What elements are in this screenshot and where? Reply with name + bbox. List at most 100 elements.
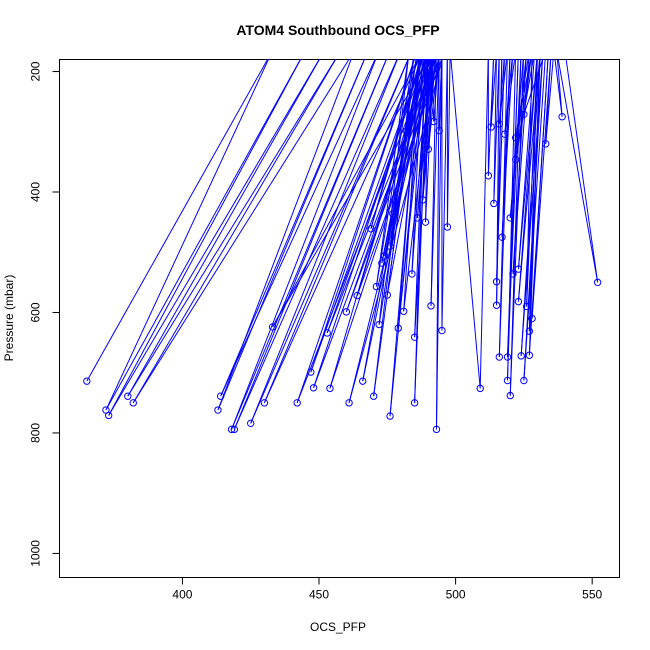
data-point bbox=[227, 425, 236, 434]
data-point bbox=[525, 351, 534, 359]
x-tick-label: 450 bbox=[309, 588, 329, 602]
data-point bbox=[520, 110, 528, 119]
data-point bbox=[293, 399, 301, 407]
series-segment bbox=[531, 59, 552, 319]
series-segment bbox=[370, 59, 419, 229]
x-axis-label: OCS_PFP bbox=[310, 620, 366, 634]
series-segment bbox=[446, 59, 451, 227]
data-point bbox=[558, 113, 566, 121]
series-segment bbox=[545, 59, 554, 144]
data-point bbox=[484, 172, 493, 180]
series-layer bbox=[83, 59, 602, 434]
series-segment bbox=[375, 59, 414, 287]
series-segment bbox=[523, 59, 532, 115]
data-point bbox=[503, 353, 512, 361]
series-segment bbox=[392, 59, 427, 214]
data-point bbox=[367, 225, 375, 233]
series-segment bbox=[556, 59, 563, 117]
series-segment bbox=[425, 59, 429, 223]
series-segment bbox=[378, 59, 409, 325]
data-point bbox=[413, 214, 422, 222]
series-segment bbox=[310, 59, 416, 373]
chart-title: ATOM4 Southbound OCS_PFP bbox=[236, 22, 439, 38]
series-segment bbox=[557, 59, 599, 283]
series-segment bbox=[507, 59, 522, 358]
data-point bbox=[495, 353, 504, 361]
series-segment bbox=[441, 59, 448, 331]
data-point bbox=[525, 327, 534, 335]
data-point bbox=[342, 308, 351, 316]
series-segment bbox=[108, 59, 302, 416]
series-segment bbox=[520, 59, 543, 356]
series-segment bbox=[433, 59, 440, 122]
data-point bbox=[509, 270, 517, 278]
y-tick-label: 600 bbox=[29, 302, 43, 322]
data-point bbox=[386, 242, 394, 250]
data-point bbox=[495, 120, 504, 128]
data-point bbox=[492, 278, 501, 286]
data-point bbox=[83, 377, 91, 385]
data-point bbox=[345, 399, 353, 407]
data-point bbox=[323, 329, 331, 337]
series-segment bbox=[515, 59, 531, 138]
data-point bbox=[410, 333, 419, 341]
data-point bbox=[129, 399, 137, 407]
data-point bbox=[542, 140, 550, 148]
data-point bbox=[435, 126, 443, 135]
data-point bbox=[517, 352, 525, 360]
x-tick-label: 500 bbox=[446, 588, 466, 602]
series-segment bbox=[392, 59, 417, 214]
data-point bbox=[383, 291, 392, 299]
series-segment bbox=[233, 59, 388, 430]
series-segment bbox=[220, 59, 366, 397]
data-point bbox=[372, 282, 381, 291]
data-point bbox=[593, 278, 602, 287]
data-point bbox=[487, 123, 495, 131]
data-point bbox=[307, 368, 315, 376]
y-tick-label: 1000 bbox=[29, 540, 43, 567]
series-segment bbox=[411, 59, 429, 274]
y-tick-label: 200 bbox=[29, 61, 43, 81]
data-point bbox=[506, 391, 514, 400]
series-segment bbox=[411, 59, 423, 274]
series-segment bbox=[231, 59, 377, 430]
series-segment bbox=[509, 59, 527, 218]
series-segment bbox=[430, 59, 435, 122]
y-tick-label: 800 bbox=[29, 423, 43, 443]
data-point bbox=[514, 265, 523, 273]
series-segment bbox=[427, 59, 439, 150]
series-segment bbox=[250, 59, 399, 424]
y-tick-label: 400 bbox=[29, 182, 43, 202]
data-point bbox=[421, 218, 430, 226]
series-segment bbox=[132, 59, 337, 404]
data-point bbox=[389, 209, 397, 218]
series-segment bbox=[397, 59, 428, 329]
data-point bbox=[386, 412, 394, 420]
y-axis-label: Pressure (mbar) bbox=[2, 275, 16, 362]
data-point bbox=[359, 377, 367, 385]
series-segment bbox=[526, 59, 533, 307]
series-segment bbox=[86, 59, 269, 382]
data-point bbox=[511, 155, 520, 164]
series-segment bbox=[263, 59, 409, 404]
data-point bbox=[514, 297, 523, 306]
series-segment bbox=[108, 59, 321, 416]
y-axis: 200 400 600 800 1000 bbox=[29, 61, 60, 567]
series-segment bbox=[498, 59, 508, 125]
series-segment bbox=[397, 59, 420, 329]
data-point bbox=[375, 320, 383, 329]
series-segment bbox=[565, 59, 599, 283]
series-segment bbox=[127, 59, 337, 397]
series-segment bbox=[523, 59, 544, 115]
data-point bbox=[492, 301, 501, 309]
data-point bbox=[408, 270, 416, 278]
data-point bbox=[402, 127, 411, 135]
data-point bbox=[528, 314, 536, 323]
series-segment bbox=[450, 59, 481, 389]
data-point bbox=[476, 384, 484, 393]
data-point bbox=[247, 419, 255, 428]
x-tick-label: 400 bbox=[172, 588, 192, 602]
data-point bbox=[490, 199, 498, 208]
series-segment bbox=[220, 59, 376, 397]
